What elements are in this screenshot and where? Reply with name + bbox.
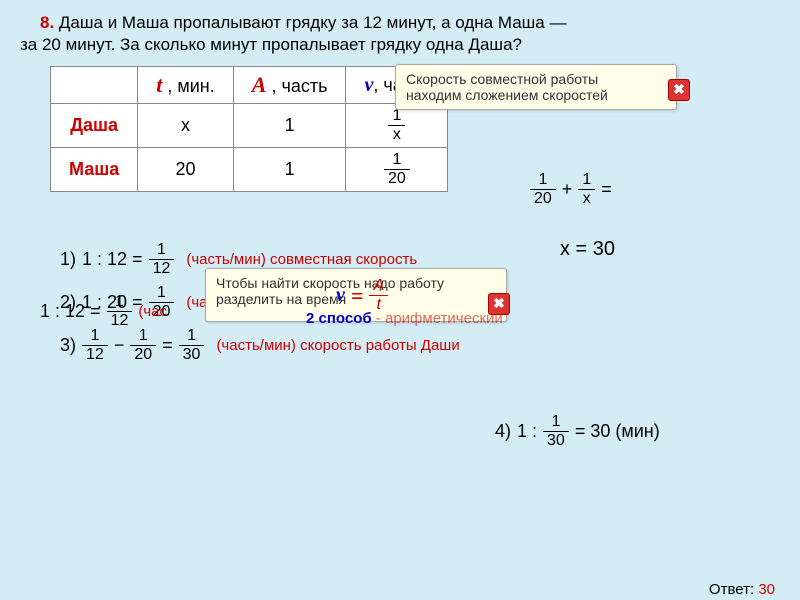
masha-a: 1 — [233, 148, 346, 192]
work-rate-table: t , мин. A , часть v, часть Даша х 1 1х … — [50, 66, 448, 192]
dasha-t: х — [138, 104, 234, 148]
table-row: Даша х 1 1х — [51, 104, 448, 148]
table-row: Маша 20 1 120 — [51, 148, 448, 192]
row-dasha-label: Даша — [51, 104, 138, 148]
tooltip-mid-line2: разделить на время — [216, 291, 346, 307]
tooltip-combined-speed: Скорость совместной работы находим сложе… — [395, 64, 677, 110]
row-masha-label: Маша — [51, 148, 138, 192]
tooltip-mid-line1: Чтобы найти скорость надо работу — [216, 275, 444, 291]
dasha-a: 1 — [233, 104, 346, 148]
tooltip-top-line2: находим сложением скоростей — [406, 87, 608, 103]
tooltip-top-line1: Скорость совместной работы — [406, 71, 598, 87]
col-a-header: A , часть — [233, 67, 346, 104]
masha-v: 120 — [346, 148, 448, 192]
calc-step-4: 4) 1 : 130 = 30 (мин) — [495, 414, 660, 449]
close-icon[interactable]: ✖ — [668, 79, 690, 101]
masha-t: 20 — [138, 148, 234, 192]
tooltip-speed-formula: Чтобы найти скорость надо работу раздели… — [205, 268, 507, 322]
col-t-header: t , мин. — [138, 67, 234, 104]
problem-line1: Даша и Маша пропалывают грядку за 12 мин… — [59, 13, 567, 32]
sum-equation: 120 + 1х = — [530, 172, 612, 207]
dasha-v: 1х — [346, 104, 448, 148]
x-result: х = 30 — [560, 238, 615, 261]
problem-number: 8. — [40, 13, 54, 32]
problem-statement: 8. Даша и Маша пропалывают грядку за 12 … — [20, 12, 780, 56]
final-answer: Ответ: 30 — [709, 581, 775, 598]
close-icon[interactable]: ✖ — [488, 293, 510, 315]
problem-line2: за 20 минут. За сколько минут пропалывае… — [20, 35, 522, 54]
calc-step-3: 3) 112 − 120 = 130 (часть/мин) скорость … — [60, 328, 780, 363]
combined-rate-line: 1 : 12 = 112 (час — [40, 294, 167, 329]
